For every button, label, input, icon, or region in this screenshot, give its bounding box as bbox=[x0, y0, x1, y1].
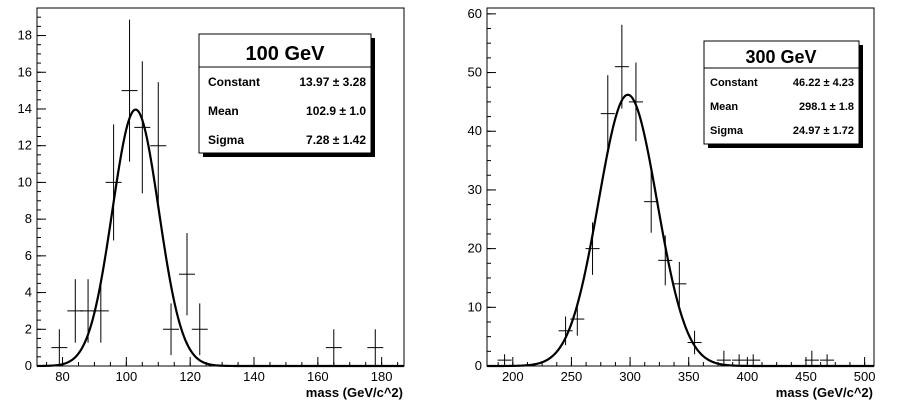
stats-value: 7.28 ± 1.42 bbox=[306, 133, 366, 147]
data-point bbox=[134, 61, 151, 194]
y-tick-label: 0 bbox=[475, 358, 482, 373]
data-point bbox=[804, 350, 819, 366]
data-points bbox=[51, 19, 384, 366]
data-point bbox=[367, 329, 384, 366]
data-point bbox=[497, 354, 512, 366]
y-tick-label: 8 bbox=[25, 211, 32, 226]
stats-value: 46.22 ± 4.23 bbox=[793, 77, 854, 89]
stats-value: 13.97 ± 3.28 bbox=[299, 75, 366, 89]
data-point bbox=[628, 62, 643, 142]
x-tick-label: 200 bbox=[502, 369, 524, 384]
data-point bbox=[191, 303, 208, 356]
x-tick-label: 140 bbox=[243, 369, 265, 384]
y-axis: 0 2 4 6 8 10 12 14 16 18 bbox=[18, 7, 46, 373]
stats-value: 24.97 ± 1.72 bbox=[793, 125, 854, 137]
y-tick-label: 30 bbox=[468, 182, 482, 197]
y-tick-label: 4 bbox=[25, 285, 32, 300]
y-tick-label: 10 bbox=[18, 174, 32, 189]
y-tick-label: 40 bbox=[468, 123, 482, 138]
stats-box: 100 GeV Constant 13.97 ± 3.28 Mean 102.9… bbox=[198, 33, 375, 157]
x-tick-label: 80 bbox=[55, 369, 69, 384]
x-tick-label: 250 bbox=[561, 369, 583, 384]
stats-label: Sigma bbox=[710, 125, 744, 137]
y-tick-label: 2 bbox=[25, 321, 32, 336]
gaussian-fit-curve bbox=[36, 108, 404, 368]
x-tick-label: 500 bbox=[854, 369, 876, 384]
y-axis: 0 10 20 30 40 50 60 bbox=[468, 6, 496, 373]
data-point bbox=[600, 75, 615, 153]
y-tick-label: 14 bbox=[18, 101, 32, 116]
x-tick-label: 400 bbox=[736, 369, 758, 384]
data-point bbox=[672, 261, 687, 306]
stats-value: 298.1 ± 1.8 bbox=[799, 101, 854, 113]
stats-label: Constant bbox=[710, 77, 758, 89]
x-tick-label: 180 bbox=[371, 369, 393, 384]
gaussian-fit-curve bbox=[487, 93, 874, 368]
data-point bbox=[614, 24, 629, 109]
y-tick-label: 20 bbox=[468, 241, 482, 256]
y-tick-label: 18 bbox=[18, 28, 32, 43]
x-tick-label: 300 bbox=[619, 369, 641, 384]
y-tick-label: 10 bbox=[468, 299, 482, 314]
x-tick-label: 160 bbox=[307, 369, 329, 384]
x-axis-label: mass (GeV/c^2) bbox=[306, 385, 403, 400]
data-point bbox=[121, 19, 138, 162]
x-axis-label: mass (GeV/c^2) bbox=[776, 385, 873, 400]
x-tick-label: 450 bbox=[795, 369, 817, 384]
y-tick-label: 50 bbox=[468, 65, 482, 80]
data-point bbox=[179, 233, 195, 316]
y-tick-label: 0 bbox=[25, 358, 32, 373]
stats-label: Constant bbox=[208, 75, 260, 89]
stats-title: 100 GeV bbox=[246, 43, 326, 65]
data-point bbox=[558, 316, 573, 346]
x-axis: 200 250 300 350 400 450 500 bbox=[497, 357, 876, 384]
stats-title: 300 GeV bbox=[745, 47, 816, 67]
stats-label: Mean bbox=[710, 101, 738, 113]
y-tick-label: 60 bbox=[468, 6, 482, 21]
data-point bbox=[644, 170, 659, 233]
data-point bbox=[687, 330, 702, 355]
data-point bbox=[105, 124, 122, 241]
data-point bbox=[732, 354, 747, 366]
data-point bbox=[820, 354, 835, 366]
stats-label: Sigma bbox=[208, 133, 244, 147]
data-point bbox=[325, 329, 342, 366]
data-point bbox=[51, 329, 68, 366]
x-axis: 80 100 120 140 160 180 bbox=[46, 357, 399, 384]
stats-label: Mean bbox=[208, 104, 239, 118]
histogram-panel-100-gev: 80 100 120 140 160 180 0 2 4 6 8 10 12 14 16 18 mass (… bbox=[18, 7, 405, 400]
data-point bbox=[746, 354, 761, 366]
stats-box: 300 GeV Constant 46.22 ± 4.23 Mean 298.1… bbox=[703, 40, 863, 148]
plot-frame bbox=[486, 7, 875, 367]
x-tick-label: 100 bbox=[116, 369, 138, 384]
data-point bbox=[163, 303, 180, 356]
x-tick-label: 350 bbox=[678, 369, 700, 384]
y-tick-label: 16 bbox=[18, 64, 32, 79]
stats-value: 102.9 ± 1.0 bbox=[306, 104, 366, 118]
y-tick-label: 12 bbox=[18, 138, 32, 153]
data-point bbox=[150, 82, 167, 210]
y-tick-label: 6 bbox=[25, 248, 32, 263]
data-point bbox=[716, 350, 731, 366]
x-tick-label: 120 bbox=[179, 369, 201, 384]
histogram-panel-300-gev: 200 250 300 350 400 450 500 0 10 20 30 40 50 60 mass… bbox=[468, 6, 876, 400]
